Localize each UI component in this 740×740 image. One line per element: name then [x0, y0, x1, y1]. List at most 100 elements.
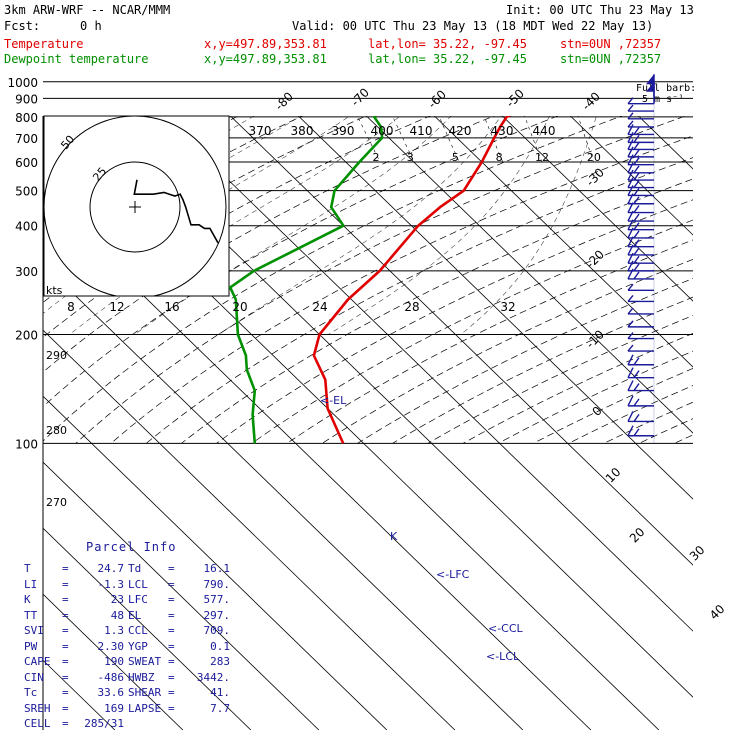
isotherm-right-label: 30 [687, 543, 708, 564]
parcel-param-equals: = [168, 701, 175, 715]
wind-barb-feather [633, 134, 640, 143]
wind-barb [627, 320, 654, 328]
mixing-ratio-line [483, 116, 503, 163]
parcel-param-equals: = [168, 562, 175, 576]
wind-barb-feather [627, 425, 634, 437]
parcel-param-name: Td [128, 562, 142, 576]
wind-barb-feather [633, 230, 640, 239]
pressure-tick-label: 1000 [7, 76, 38, 90]
theta-e-tick-label: 410 [410, 124, 433, 138]
parcel-param-equals: = [62, 701, 69, 715]
parcel-param-value: 283 [210, 655, 230, 669]
parcel-param-value: 23 [110, 593, 124, 607]
parcel-level-annotation: <-LCL [486, 650, 520, 663]
wind-barb-feather [627, 120, 634, 128]
dry-adiabat-line [321, 259, 693, 444]
isotherm-line [43, 593, 184, 730]
wind-barb-feather [633, 271, 640, 280]
parcel-param-equals: = [62, 639, 69, 653]
dry-adiabat-line [251, 219, 693, 444]
hodograph-units-label: kts [46, 284, 63, 297]
hodograph-speed-label: 32 [500, 300, 515, 314]
dry-adiabat-label: 280 [46, 424, 67, 437]
parcel-param-name: SWEAT [128, 655, 162, 669]
wind-barb [627, 120, 654, 128]
parcel-param-value: 41. [210, 686, 230, 700]
wind-barb [627, 332, 654, 340]
wind-barb [627, 124, 654, 136]
parcel-info-row: CIN = -486 HWBZ = 3442. [24, 670, 230, 686]
isotherm-line [43, 527, 252, 730]
wind-barb-feather [633, 196, 640, 205]
wind-barb [627, 112, 654, 120]
wind-barb [627, 146, 654, 158]
parcel-param-value: 790. [203, 577, 231, 591]
parcel-param-value: 577. [203, 593, 231, 607]
wind-barb-feather [633, 383, 640, 391]
wind-barb [627, 154, 654, 166]
hodograph-frame [43, 115, 230, 297]
parcel-param-equals: = [168, 639, 175, 653]
wind-barb-feather [633, 255, 640, 264]
isotherm-right-label: 20 [627, 525, 648, 546]
parcel-param-value: 0.1 [210, 639, 230, 653]
isotherm-right-label: -10 [583, 327, 607, 351]
wind-barb [627, 354, 654, 366]
dry-adiabat-label: 270 [46, 496, 67, 509]
wind-barb-feather [627, 380, 634, 391]
dry-adiabat-line [216, 199, 693, 444]
wind-barb [627, 307, 654, 315]
parcel-info-row: PW = 2.30 YGP = 0.1 [24, 639, 230, 655]
hodograph-trace [133, 179, 219, 244]
mixing-ratio-line [524, 116, 543, 163]
parcel-info-row: LI = -1.3 LCL = 790. [24, 577, 230, 593]
parcel-param-equals: = [168, 608, 175, 622]
dry-adiabat-line [145, 157, 693, 444]
thermo-grid [43, 74, 740, 730]
parcel-param-value: 7.7 [210, 701, 230, 715]
parcel-param-name [124, 716, 168, 732]
pressure-tick-label: 600 [15, 156, 38, 170]
wind-barb-feather [633, 172, 640, 181]
wind-barb [627, 294, 654, 303]
wind-barb [627, 139, 654, 151]
mixing-ratio-label: 12 [535, 151, 549, 164]
isotherm-right-label: 10 [603, 465, 624, 486]
isotherm-line [43, 263, 524, 730]
hodograph-speed-label: 28 [404, 300, 419, 314]
parcel-param-name: CCL [128, 624, 148, 638]
wind-barb-feather [627, 411, 634, 422]
moist-adiabat-line [218, 116, 502, 335]
dry-adiabat-line [181, 178, 693, 444]
parcel-level-annotation: <-CCL [488, 622, 524, 635]
parcel-param-name: SREH [24, 701, 51, 715]
pressure-tick-label: 900 [15, 92, 38, 106]
parcel-param-value: 24.7 [97, 562, 125, 576]
parcel-param-value: 1.3 [104, 624, 124, 638]
dry-adiabat-line [603, 401, 693, 444]
wind-barb [627, 380, 654, 392]
parcel-param-value: -1.3 [97, 577, 125, 591]
isotherm-right-label: -20 [583, 247, 607, 271]
parcel-info-row: CELL = 285/31 [24, 716, 230, 732]
wind-barb [627, 169, 654, 181]
mixing-ratio-label: 2 [373, 151, 380, 164]
wind-barb [627, 344, 654, 352]
wind-barb [627, 104, 654, 112]
wind-barb-feather [633, 205, 640, 213]
wind-barb-feather [633, 247, 640, 256]
dry-adiabat-line [709, 74, 740, 443]
wind-barb-flag [646, 74, 654, 85]
mixing-ratio-line [577, 116, 594, 163]
wind-barb-feather [627, 139, 634, 150]
parcel-param-equals: = [62, 670, 69, 684]
wind-barb-flag [646, 81, 654, 92]
theta-e-tick-label: 440 [533, 124, 556, 138]
dry-adiabat-line [286, 239, 693, 444]
parcel-param-value: 709. [203, 624, 231, 638]
wind-barb-feather [627, 97, 634, 105]
wind-barb [627, 283, 654, 292]
forecast-hour: 0 h [80, 19, 102, 33]
parcel-info-row: Tc = 33.6 SHEAR = 41. [24, 685, 230, 701]
